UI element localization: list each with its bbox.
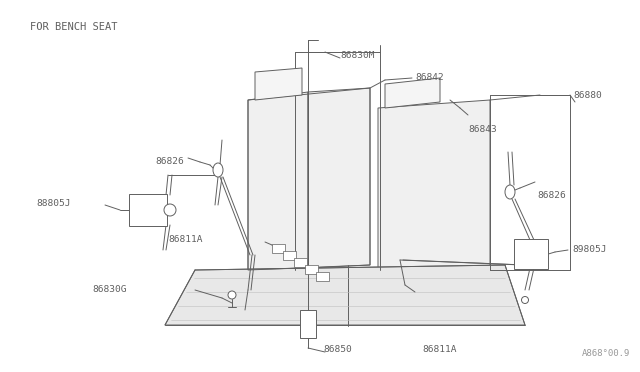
- Ellipse shape: [228, 291, 236, 299]
- Polygon shape: [378, 100, 490, 275]
- Polygon shape: [255, 68, 302, 100]
- Text: 86830G: 86830G: [92, 285, 127, 295]
- FancyBboxPatch shape: [271, 244, 285, 253]
- Text: 88805J: 88805J: [36, 199, 70, 208]
- Ellipse shape: [213, 163, 223, 177]
- FancyBboxPatch shape: [282, 250, 296, 260]
- Text: 86843: 86843: [468, 125, 497, 135]
- FancyBboxPatch shape: [305, 264, 317, 273]
- Text: 86880: 86880: [573, 90, 602, 99]
- Text: A868°00.9: A868°00.9: [582, 349, 630, 358]
- Polygon shape: [165, 265, 525, 325]
- FancyBboxPatch shape: [294, 257, 307, 266]
- Text: 86830M: 86830M: [340, 51, 374, 60]
- Text: 89805J: 89805J: [572, 246, 607, 254]
- Text: 86826: 86826: [155, 157, 184, 167]
- Ellipse shape: [164, 204, 176, 216]
- Polygon shape: [248, 92, 308, 270]
- Text: 86811A: 86811A: [168, 235, 202, 244]
- Text: 86850: 86850: [323, 346, 352, 355]
- Text: 86811A: 86811A: [422, 346, 456, 355]
- FancyBboxPatch shape: [514, 239, 548, 269]
- Ellipse shape: [505, 185, 515, 199]
- Text: 86826: 86826: [537, 190, 566, 199]
- Text: FOR BENCH SEAT: FOR BENCH SEAT: [30, 22, 118, 32]
- FancyBboxPatch shape: [316, 272, 328, 280]
- Ellipse shape: [522, 296, 529, 304]
- Polygon shape: [308, 88, 370, 268]
- Polygon shape: [385, 78, 440, 108]
- FancyBboxPatch shape: [300, 310, 316, 338]
- Text: 86842: 86842: [415, 74, 444, 83]
- FancyBboxPatch shape: [129, 194, 167, 226]
